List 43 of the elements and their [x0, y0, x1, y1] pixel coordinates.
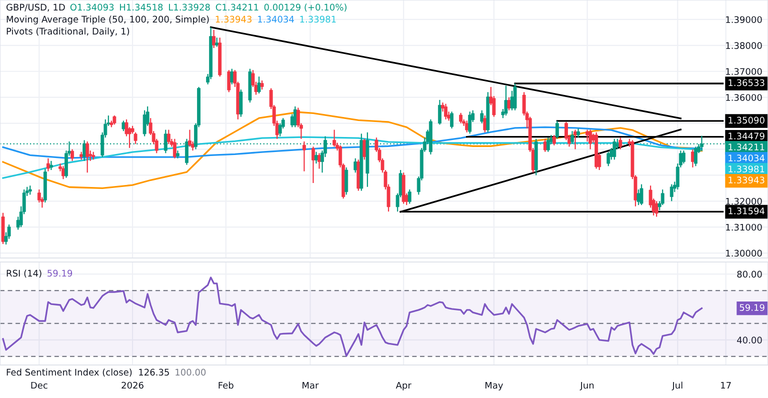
annotation: C1.34211 — [216, 4, 258, 11]
x-tick-label: 2026 — [122, 382, 144, 389]
annotation: 1.33943 — [728, 176, 764, 184]
annotation: H1.34518 — [120, 4, 163, 11]
annotation: 1.33943 — [216, 16, 252, 23]
y-tick-label: 1.38000 — [726, 42, 762, 49]
data-label: 1.34479 — [728, 132, 764, 140]
y-tick-label: 80.00 — [737, 270, 762, 278]
data-label: 1.31594 — [728, 207, 764, 214]
annotation: Moving Average Triple (50, 100, 200, Simple) — [6, 16, 209, 24]
y-tick-label: 1.32000 — [726, 198, 762, 205]
annotation: 1.33981 — [728, 166, 764, 172]
annotation: 0.00129 (+0.10%) — [264, 4, 346, 12]
x-tick-label: 17 — [721, 382, 731, 389]
annotation: Pivots (Traditional, Daily, 1) — [6, 28, 130, 36]
annotation: O1.34093 — [70, 4, 114, 11]
annotation: 1.34034 — [258, 16, 294, 23]
x-tick-label: Mar — [302, 382, 319, 389]
text: Fed Sentiment Index (close) — [6, 368, 132, 377]
text: RSI (14) — [6, 270, 42, 278]
x-tick-label: Feb — [218, 382, 234, 389]
data-label: 1.36533 — [728, 79, 764, 86]
y-tick-label: 1.37000 — [726, 68, 762, 75]
y-tick-label: 1.39000 — [726, 16, 762, 24]
x-tick-label: May — [485, 382, 503, 390]
text: 126.35 — [139, 368, 169, 376]
annotation: 1.33981 — [300, 16, 336, 23]
data-label: 1.35090 — [728, 116, 764, 124]
y-tick-label: 1.30000 — [726, 250, 762, 257]
text: 100.00 — [176, 368, 206, 376]
y-tick-label: 40.00 — [737, 336, 762, 344]
chart-title: GBP/USD, 1D — [6, 4, 65, 12]
y-tick-label: 1.31000 — [726, 224, 762, 231]
x-tick-label: Dec — [31, 382, 48, 389]
ref-line-label: 1.34211 — [728, 144, 764, 150]
annotation: 1.34034 — [728, 154, 764, 162]
x-tick-label: Apr — [396, 382, 412, 390]
annotation: 59.19 — [740, 304, 764, 311]
y-tick-label: 1.36000 — [726, 94, 762, 101]
x-tick-label: Jul — [672, 382, 682, 390]
x-tick-label: Jun — [580, 382, 594, 390]
annotation: 59.19 — [48, 270, 72, 277]
annotation: L1.33928 — [169, 4, 210, 11]
